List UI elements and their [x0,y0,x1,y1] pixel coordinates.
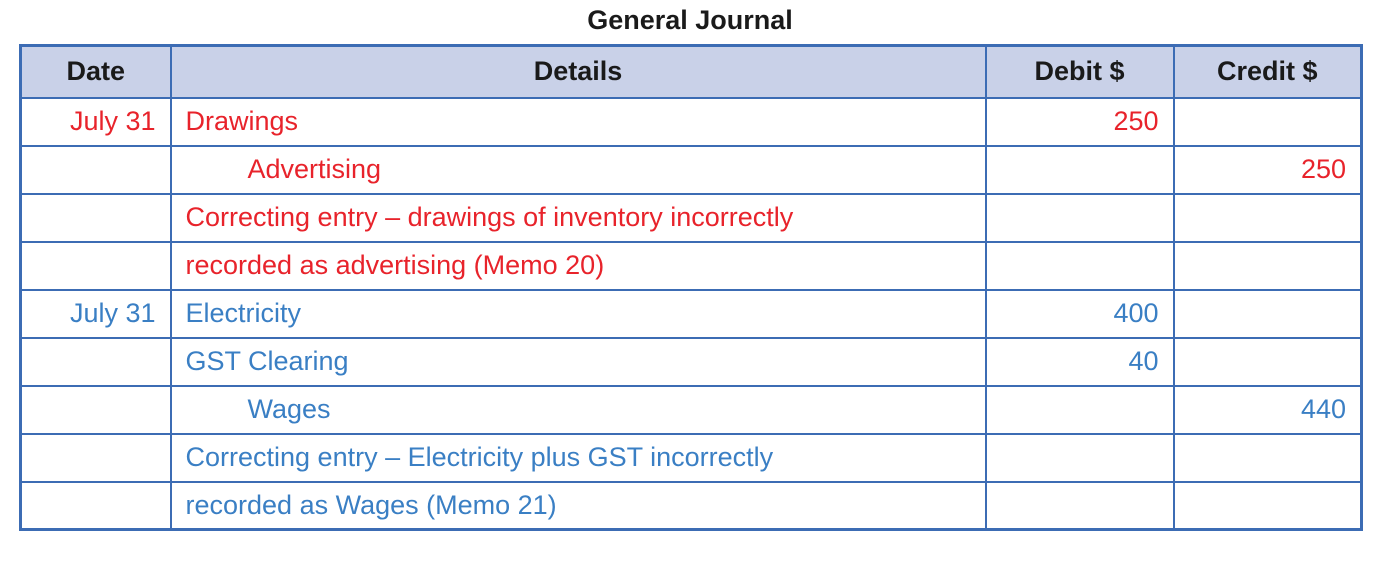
date-cell [19,240,172,291]
credit-cell: 440 [1172,384,1363,435]
credit-cell [1172,480,1363,531]
details-cell: recorded as advertising (Memo 20) [169,240,987,291]
details-text: Electricity [185,298,302,328]
debit-cell [984,144,1175,195]
details-cell: Correcting entry – drawings of inventory… [169,192,987,243]
table-row: Correcting entry – drawings of inventory… [19,192,1363,243]
details-cell: Drawings [169,96,987,147]
table-row: Correcting entry – Electricity plus GST … [19,432,1363,483]
debit-cell: 40 [984,336,1175,387]
debit-cell [984,432,1175,483]
date-cell [19,336,172,387]
column-header-debit: Debit $ [984,44,1175,99]
date-cell [19,432,172,483]
details-cell: Correcting entry – Electricity plus GST … [169,432,987,483]
details-text: recorded as advertising (Memo 20) [185,250,605,280]
date-cell [19,480,172,531]
date-cell [19,144,172,195]
details-text: GST Clearing [185,346,349,376]
journal-title: General Journal [587,5,793,35]
debit-cell: 400 [984,288,1175,339]
date-cell: July 31 [19,288,172,339]
debit-cell [984,240,1175,291]
date-cell [19,192,172,243]
details-text: Wages [247,394,331,424]
credit-cell [1172,288,1363,339]
date-cell [19,384,172,435]
details-text: Correcting entry – drawings of inventory… [185,202,794,232]
debit-cell [984,480,1175,531]
details-text: Correcting entry – Electricity plus GST … [185,442,774,472]
header-row: Date Details Debit $ Credit $ [19,44,1363,99]
debit-cell [984,384,1175,435]
details-text: recorded as Wages (Memo 21) [185,489,557,520]
debit-cell: 250 [984,96,1175,147]
debit-cell [984,192,1175,243]
details-text: Advertising [247,154,382,184]
column-header-details: Details [169,44,987,99]
table-row: recorded as Wages (Memo 21) [19,480,1363,531]
date-cell: July 31 [19,96,172,147]
general-journal-table: Date Details Debit $ Credit $ July 31 Dr… [19,44,1363,531]
details-cell: Wages [169,384,987,435]
column-header-credit: Credit $ [1172,44,1363,99]
credit-cell [1172,192,1363,243]
table-row: July 31 Drawings 250 [19,96,1363,147]
details-cell: Advertising [169,144,987,195]
details-cell: recorded as Wages (Memo 21) [169,480,987,531]
details-cell: GST Clearing [169,336,987,387]
table-row: July 31 Electricity 400 [19,288,1363,339]
credit-cell: 250 [1172,144,1363,195]
column-header-date: Date [19,44,172,99]
credit-cell [1172,240,1363,291]
table-row: Advertising 250 [19,144,1363,195]
credit-cell [1172,336,1363,387]
table-row: GST Clearing 40 [19,336,1363,387]
table-row: recorded as advertising (Memo 20) [19,240,1363,291]
table-row: Wages 440 [19,384,1363,435]
credit-cell [1172,96,1363,147]
credit-cell [1172,432,1363,483]
details-text: Drawings [185,106,299,136]
details-cell: Electricity [169,288,987,339]
